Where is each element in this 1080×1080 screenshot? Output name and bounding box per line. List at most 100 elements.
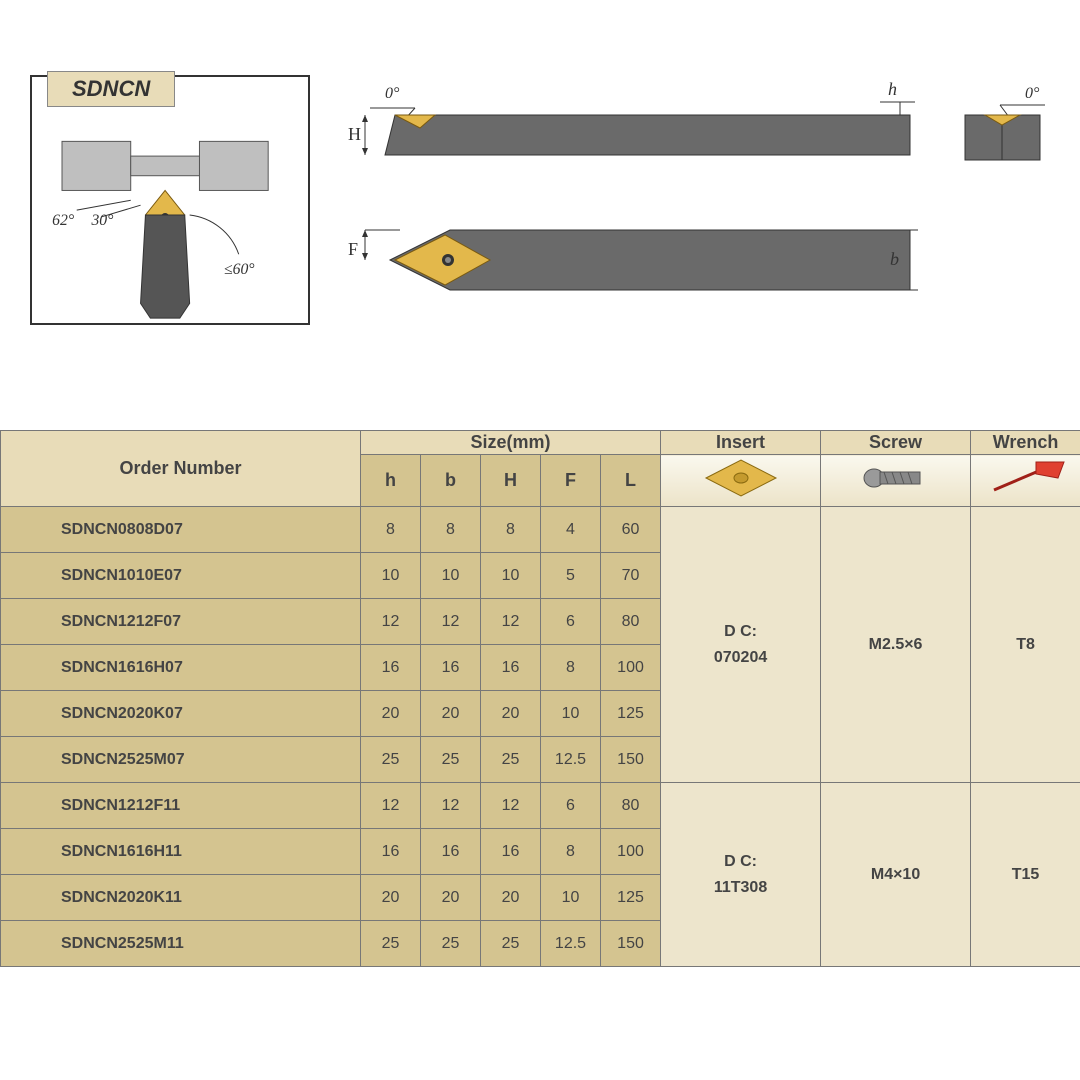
cell-screw: M2.5×6	[821, 507, 971, 783]
cell-L: 70	[601, 553, 661, 599]
table-body: SDNCN0808D07888460D C: 070204M2.5×6T8SDN…	[1, 507, 1080, 967]
cell-h: 16	[361, 829, 421, 875]
svg-text:h: h	[888, 80, 897, 99]
cell-F: 5	[541, 553, 601, 599]
cell-h: 12	[361, 783, 421, 829]
cell-b: 20	[421, 875, 481, 921]
svg-text:≤60°: ≤60°	[224, 261, 255, 278]
cell-h: 16	[361, 645, 421, 691]
cell-L: 125	[601, 691, 661, 737]
cell-b: 25	[421, 921, 481, 967]
cell-order: SDNCN2525M07	[1, 737, 361, 783]
cell-H: 20	[481, 875, 541, 921]
cell-b: 12	[421, 599, 481, 645]
cell-order: SDNCN2020K07	[1, 691, 361, 737]
cell-insert: D C: 070204	[661, 507, 821, 783]
cell-b: 16	[421, 829, 481, 875]
cell-L: 125	[601, 875, 661, 921]
product-schematic: 62° 30° ≤60°	[32, 107, 308, 323]
svg-text:b: b	[890, 249, 899, 269]
cell-H: 25	[481, 737, 541, 783]
cell-H: 16	[481, 645, 541, 691]
cell-H: 16	[481, 829, 541, 875]
header-insert: Insert	[661, 431, 821, 455]
cell-order: SDNCN2525M11	[1, 921, 361, 967]
header-wrench: Wrench	[971, 431, 1080, 455]
subheader-H2: H	[481, 455, 541, 507]
cell-L: 150	[601, 737, 661, 783]
subheader-F: F	[541, 455, 601, 507]
cell-F: 12.5	[541, 737, 601, 783]
cell-h: 25	[361, 737, 421, 783]
cell-h: 20	[361, 691, 421, 737]
cell-order: SDNCN0808D07	[1, 507, 361, 553]
cell-H: 12	[481, 599, 541, 645]
cell-order: SDNCN2020K11	[1, 875, 361, 921]
cell-F: 10	[541, 875, 601, 921]
cell-order: SDNCN1212F11	[1, 783, 361, 829]
cell-order: SDNCN1010E07	[1, 553, 361, 599]
cell-L: 60	[601, 507, 661, 553]
cell-H: 8	[481, 507, 541, 553]
cell-F: 8	[541, 645, 601, 691]
cell-order: SDNCN1616H11	[1, 829, 361, 875]
cell-F: 6	[541, 783, 601, 829]
cell-L: 100	[601, 829, 661, 875]
product-code-label: SDNCN	[47, 71, 175, 107]
end-view: 0°	[940, 80, 1060, 180]
cell-h: 10	[361, 553, 421, 599]
table-row: SDNCN1212F11121212680D C: 11T308M4×10T15	[1, 783, 1080, 829]
cell-F: 6	[541, 599, 601, 645]
wrench-icon-cell	[971, 455, 1080, 507]
side-view: 0° H h	[340, 80, 920, 180]
cell-b: 25	[421, 737, 481, 783]
cell-h: 25	[361, 921, 421, 967]
cell-L: 80	[601, 783, 661, 829]
screw-icon-cell	[821, 455, 971, 507]
cell-h: 20	[361, 875, 421, 921]
cell-L: 100	[601, 645, 661, 691]
product-diagram-box: SDNCN 62° 30° ≤60°	[30, 75, 310, 325]
cell-F: 8	[541, 829, 601, 875]
header-size: Size(mm)	[361, 431, 661, 455]
cell-b: 8	[421, 507, 481, 553]
cell-H: 20	[481, 691, 541, 737]
cell-H: 25	[481, 921, 541, 967]
cell-b: 10	[421, 553, 481, 599]
cell-wrench: T8	[971, 507, 1080, 783]
insert-icon-cell	[661, 455, 821, 507]
cell-F: 10	[541, 691, 601, 737]
cell-order: SDNCN1212F07	[1, 599, 361, 645]
svg-text:62°: 62°	[52, 212, 75, 229]
screw-icon	[856, 458, 936, 498]
spec-table-wrap: Order Number Size(mm) Insert Screw Wrenc…	[0, 430, 1080, 967]
cell-wrench: T15	[971, 783, 1080, 967]
subheader-h: h	[361, 455, 421, 507]
svg-text:H: H	[348, 124, 361, 144]
subheader-b: b	[421, 455, 481, 507]
cell-L: 150	[601, 921, 661, 967]
cell-h: 12	[361, 599, 421, 645]
subheader-L: L	[601, 455, 661, 507]
wrench-icon	[986, 460, 1066, 496]
cell-F: 12.5	[541, 921, 601, 967]
spec-table: Order Number Size(mm) Insert Screw Wrenc…	[0, 430, 1080, 967]
cell-b: 12	[421, 783, 481, 829]
cell-order: SDNCN1616H07	[1, 645, 361, 691]
table-row: SDNCN0808D07888460D C: 070204M2.5×6T8	[1, 507, 1080, 553]
cell-H: 10	[481, 553, 541, 599]
cell-h: 8	[361, 507, 421, 553]
insert-icon	[696, 456, 786, 500]
diagram-area: SDNCN 62° 30° ≤60° 0°	[0, 0, 1080, 370]
cell-b: 16	[421, 645, 481, 691]
svg-text:F: F	[348, 239, 358, 259]
top-view: F b	[340, 210, 920, 310]
cell-L: 80	[601, 599, 661, 645]
cell-screw: M4×10	[821, 783, 971, 967]
header-order: Order Number	[1, 431, 361, 507]
cell-insert: D C: 11T308	[661, 783, 821, 967]
cell-H: 12	[481, 783, 541, 829]
cell-b: 20	[421, 691, 481, 737]
cell-F: 4	[541, 507, 601, 553]
header-screw: Screw	[821, 431, 971, 455]
